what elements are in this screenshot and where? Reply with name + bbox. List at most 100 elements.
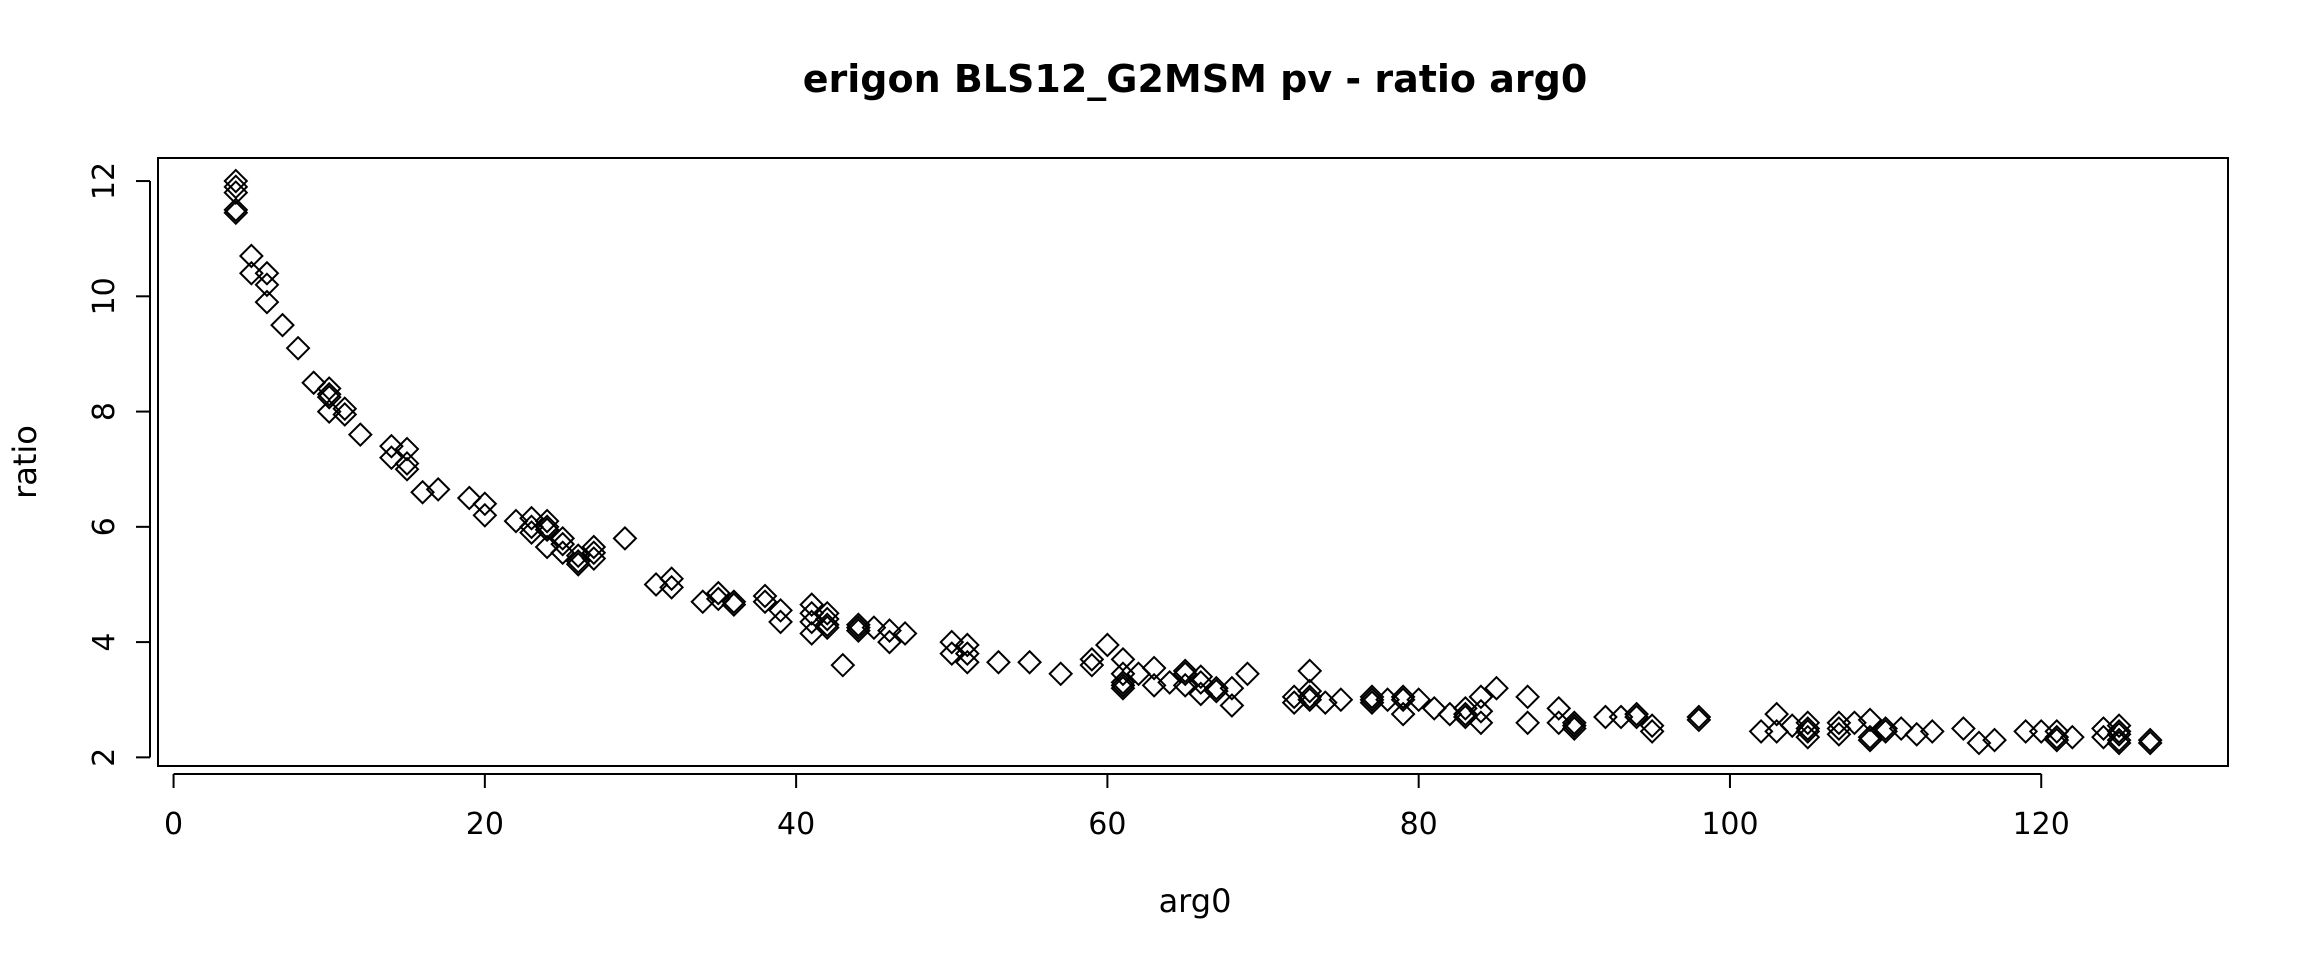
data-point <box>1639 713 1665 739</box>
data-point <box>1561 713 1587 739</box>
data-point <box>332 402 358 427</box>
data-point <box>1982 727 2007 753</box>
chart-title: erigon BLS12_G2MSM pv - ratio arg0 <box>803 57 1588 101</box>
data-point <box>316 399 342 424</box>
x-axis: 0 20 40 60 80 100 120 <box>164 773 2070 842</box>
data-point <box>1297 687 1323 713</box>
data-point <box>1390 684 1416 710</box>
data-point <box>1421 695 1447 721</box>
y-tick-label: 8 <box>87 402 122 421</box>
data-point <box>254 289 280 315</box>
data-point <box>2044 727 2070 753</box>
data-point <box>1110 675 1136 701</box>
data-point <box>1312 690 1338 716</box>
data-point <box>845 612 871 638</box>
x-tick-label: 80 <box>1400 807 1438 842</box>
data-point <box>877 618 902 643</box>
data-point <box>285 335 311 361</box>
data-point <box>2091 716 2116 741</box>
y-axis-label: ratio <box>6 425 44 499</box>
y-axis: 2 4 6 8 10 12 <box>87 162 151 767</box>
data-point <box>705 580 731 606</box>
data-point <box>690 589 716 615</box>
data-point <box>1779 713 1805 739</box>
data-point <box>394 456 420 482</box>
data-point <box>2044 719 2070 744</box>
data-point <box>347 422 373 448</box>
data-point <box>1686 704 1712 730</box>
data-point <box>456 485 482 511</box>
data-point <box>939 629 965 655</box>
data-point <box>472 491 498 517</box>
data-point <box>1686 707 1712 733</box>
data-point <box>1873 719 1899 744</box>
data-point <box>1219 675 1245 701</box>
data-point <box>1172 661 1198 687</box>
data-point <box>1172 658 1198 684</box>
data-point <box>223 200 249 226</box>
data-point <box>1297 684 1323 710</box>
data-point <box>394 436 420 462</box>
data-point <box>1795 719 1821 744</box>
data-point <box>1748 719 1774 744</box>
data-point <box>379 445 404 471</box>
data-point <box>1203 678 1229 704</box>
data-point <box>1857 707 1883 733</box>
x-tick-label: 20 <box>466 807 504 842</box>
data-point <box>1468 684 1494 710</box>
data-point <box>472 502 498 528</box>
data-point <box>379 433 404 459</box>
data-point <box>1359 684 1385 710</box>
data-point <box>565 548 591 574</box>
y-tick-label: 10 <box>87 277 122 315</box>
data-point <box>612 525 638 551</box>
data-point <box>830 652 856 678</box>
data-point <box>1328 687 1354 713</box>
data-point <box>581 546 607 571</box>
data-point <box>550 540 576 566</box>
data-point <box>1826 721 1852 747</box>
data-point <box>2013 719 2039 744</box>
data-point <box>2137 730 2163 756</box>
data-point <box>1966 730 1992 756</box>
data-point <box>954 649 980 675</box>
data-point <box>814 600 840 626</box>
data-point <box>752 583 778 609</box>
data-point <box>2106 719 2132 744</box>
data-point <box>1110 646 1136 672</box>
data-point <box>1297 678 1323 704</box>
data-point <box>1484 675 1509 701</box>
data-point <box>332 396 358 422</box>
plot-frame <box>157 157 2229 767</box>
data-point <box>1561 716 1587 741</box>
data-point <box>1624 704 1649 730</box>
data-point <box>799 609 825 635</box>
data-point <box>1110 672 1136 698</box>
data-point <box>1157 670 1183 695</box>
data-point <box>2137 727 2163 753</box>
data-point <box>861 615 887 641</box>
data-point <box>1639 719 1665 744</box>
data-point <box>1515 684 1541 710</box>
data-point <box>519 505 544 531</box>
data-point <box>316 381 342 407</box>
data-point <box>1950 716 1976 741</box>
data-point <box>845 618 871 643</box>
data-point <box>223 168 249 194</box>
data-point <box>1172 672 1198 698</box>
x-tick-label: 40 <box>777 807 815 842</box>
data-point <box>1235 661 1260 687</box>
data-point <box>1452 695 1478 721</box>
data-point <box>581 540 607 566</box>
data-point <box>1017 649 1042 675</box>
data-point <box>1857 727 1883 753</box>
x-tick-label: 120 <box>2013 807 2070 842</box>
data-point <box>223 197 249 223</box>
data-point <box>1842 710 1867 736</box>
data-point <box>1048 661 1074 687</box>
data-point <box>1452 701 1478 727</box>
y-tick-label: 2 <box>87 748 122 767</box>
data-point <box>503 508 529 534</box>
data-point <box>1359 690 1385 716</box>
data-point <box>1079 652 1105 678</box>
